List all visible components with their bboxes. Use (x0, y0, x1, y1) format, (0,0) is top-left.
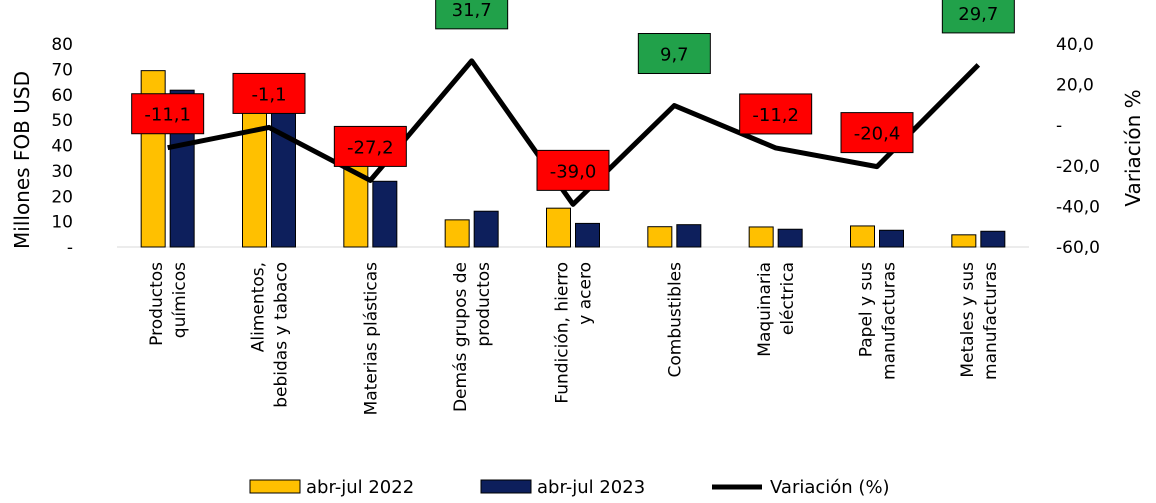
category-labels: Productos químicos Alimentos, bebidas y tab… (147, 262, 1001, 416)
data-label: -1,1 (251, 84, 286, 105)
data-label: -11,2 (752, 105, 799, 126)
category-label: Demás grupos de (451, 262, 471, 412)
y-axis-right-title: Variación % (1121, 89, 1145, 206)
bar (980, 230, 1006, 248)
data-label-box (333, 125, 407, 167)
bar (575, 222, 600, 248)
bar (676, 224, 702, 248)
bar (372, 180, 398, 248)
y-tick-right: 20,0 (1056, 76, 1094, 96)
legend: abr-jul 2022 abr-jul 2023 Variación (%) (249, 477, 890, 498)
y-tick-right: - (1056, 116, 1062, 136)
category-label: Productos (147, 262, 167, 346)
y-tick-right: -60,0 (1056, 238, 1100, 258)
category-label: Metales y sus (958, 262, 978, 378)
bar (777, 228, 803, 248)
y-tick-left: 50 (51, 111, 73, 131)
variation-line (167, 58, 981, 207)
y-axis-right-ticks: -60,0-40,0-20,0-20,040,0 (1056, 35, 1100, 258)
y-tick-left: 40 (51, 137, 73, 157)
y-tick-right: 40,0 (1056, 35, 1094, 55)
category-label: Materias plásticas (361, 262, 381, 416)
data-label: -20,4 (854, 124, 901, 145)
data-label-box (840, 112, 914, 154)
y-tick-left: - (67, 238, 73, 258)
category-label: y acero (576, 262, 596, 325)
category-label: productos (474, 262, 494, 347)
legend-swatch (249, 479, 301, 494)
legend-label: abr-jul 2022 (306, 477, 414, 498)
bar (850, 225, 875, 248)
y-tick-right: -40,0 (1056, 197, 1100, 217)
y-axis-left-title: Millones FOB USD (10, 71, 34, 249)
bar (444, 219, 470, 248)
data-label: 31,7 (452, 0, 492, 21)
legend-label: abr-jul 2023 (537, 477, 645, 498)
data-label-box (739, 93, 813, 135)
y-tick-left: 20 (51, 187, 73, 207)
category-label: eléctrica (778, 262, 798, 335)
bar (748, 226, 774, 248)
data-label: 29,7 (958, 4, 998, 25)
legend-swatch (480, 479, 532, 494)
bar (951, 234, 977, 248)
y-tick-left: 80 (51, 35, 73, 55)
y-tick-left: 70 (51, 60, 73, 80)
bar (242, 103, 267, 248)
data-labels: -11,1 -1,1 -27,2 31,7 -39,0 9,7 -11,2 -20,4 29,7 (131, 0, 1015, 191)
data-label: -39,0 (550, 161, 597, 182)
bar (647, 226, 673, 248)
y-tick-left: 10 (51, 213, 73, 233)
y-axis-left-ticks: - 10 20 30 40 50 60 70 80 (51, 35, 73, 258)
y-tick-left: 60 (51, 86, 73, 106)
category-label: Papel y sus (857, 262, 877, 357)
category-label: químicos (170, 262, 190, 338)
data-label-box (536, 149, 610, 191)
data-label-box (435, 0, 509, 30)
y-tick-right: -20,0 (1056, 157, 1100, 177)
data-label-box (941, 0, 1015, 34)
category-label: Combustibles (665, 262, 685, 378)
category-label: Maquinaria (755, 262, 775, 357)
data-label-box (637, 33, 711, 75)
y-tick-left: 30 (51, 162, 73, 182)
category-label: bebidas y tabaco (272, 262, 292, 408)
bar (473, 210, 499, 248)
data-label-box (131, 93, 205, 135)
category-label: Alimentos, (249, 262, 269, 352)
bar (546, 207, 571, 248)
bar (271, 104, 296, 248)
data-label: -27,2 (347, 137, 394, 158)
data-label-box (232, 72, 306, 114)
legend-label: Variación (%) (770, 477, 890, 498)
bar (879, 229, 904, 248)
data-label: 9,7 (660, 45, 689, 66)
data-label: -11,1 (144, 105, 191, 126)
category-label: Fundición, hierro (553, 262, 573, 404)
category-label: manufacturas (880, 262, 900, 380)
category-label: manufacturas (981, 262, 1001, 380)
